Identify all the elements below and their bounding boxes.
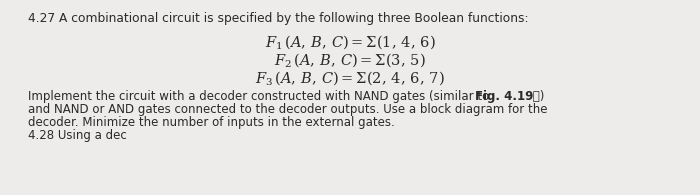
Text: decoder. Minimize the number of inputs in the external gates.: decoder. Minimize the number of inputs i…: [28, 116, 395, 129]
Text: ⧉): ⧉): [529, 90, 545, 103]
Text: $F_1\,(A,\, B,\, C) = \Sigma(1,\, 4,\, 6)$: $F_1\,(A,\, B,\, C) = \Sigma(1,\, 4,\, 6…: [265, 33, 435, 51]
Text: $F_2\,(A,\, B,\, C) = \Sigma(3,\, 5)$: $F_2\,(A,\, B,\, C) = \Sigma(3,\, 5)$: [274, 51, 426, 69]
Text: $F_3\,(A,\, B,\, C) = \Sigma(2,\, 4,\, 6,\, 7)$: $F_3\,(A,\, B,\, C) = \Sigma(2,\, 4,\, 6…: [255, 69, 445, 87]
Text: 4.28 Using a dec: 4.28 Using a dec: [28, 129, 127, 142]
Text: Implement the circuit with a decoder constructed with NAND gates (similar to: Implement the circuit with a decoder con…: [28, 90, 493, 103]
Text: and NAND or AND gates connected to the decoder outputs. Use a block diagram for : and NAND or AND gates connected to the d…: [28, 103, 547, 116]
Text: 4.27 A combinational circuit is specified by the following three Boolean functio: 4.27 A combinational circuit is specifie…: [28, 12, 528, 25]
Text: Fig. 4.19: Fig. 4.19: [475, 90, 533, 103]
